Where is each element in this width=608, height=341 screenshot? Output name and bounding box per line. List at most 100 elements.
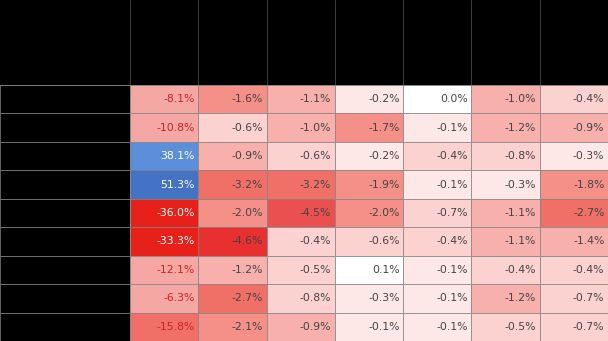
- Text: -0.1%: -0.1%: [437, 322, 468, 332]
- Bar: [471, 313, 540, 341]
- Text: 0.0%: 0.0%: [440, 94, 468, 104]
- Text: -0.6%: -0.6%: [300, 151, 331, 161]
- Text: -1.1%: -1.1%: [505, 236, 536, 247]
- Bar: [540, 85, 608, 114]
- Bar: [266, 85, 335, 114]
- Text: 51.3%: 51.3%: [161, 180, 195, 190]
- Bar: [540, 142, 608, 170]
- Bar: [540, 170, 608, 199]
- Bar: [403, 114, 471, 142]
- Bar: [0, 85, 130, 114]
- Bar: [335, 199, 403, 227]
- Bar: [540, 199, 608, 227]
- Text: -0.5%: -0.5%: [505, 322, 536, 332]
- Bar: [198, 284, 266, 313]
- Text: -1.0%: -1.0%: [300, 123, 331, 133]
- Bar: [266, 284, 335, 313]
- Text: -0.1%: -0.1%: [368, 322, 399, 332]
- Text: -1.1%: -1.1%: [505, 208, 536, 218]
- Bar: [130, 256, 198, 284]
- Text: -0.1%: -0.1%: [437, 293, 468, 303]
- Text: -0.9%: -0.9%: [232, 151, 263, 161]
- Bar: [540, 114, 608, 142]
- Text: -1.2%: -1.2%: [505, 123, 536, 133]
- Bar: [335, 114, 403, 142]
- Bar: [471, 199, 540, 227]
- Bar: [0, 170, 130, 199]
- Bar: [266, 142, 335, 170]
- Bar: [0, 114, 130, 142]
- Text: -0.3%: -0.3%: [505, 180, 536, 190]
- Text: 0.1%: 0.1%: [372, 265, 399, 275]
- Bar: [130, 227, 198, 256]
- Text: -36.0%: -36.0%: [156, 208, 195, 218]
- Bar: [0, 284, 130, 313]
- Text: -1.4%: -1.4%: [573, 236, 604, 247]
- Bar: [471, 85, 540, 114]
- Bar: [403, 170, 471, 199]
- Bar: [0, 199, 130, 227]
- Text: -0.4%: -0.4%: [573, 94, 604, 104]
- Text: -2.7%: -2.7%: [573, 208, 604, 218]
- Bar: [130, 114, 198, 142]
- Bar: [540, 227, 608, 256]
- Bar: [130, 313, 198, 341]
- Bar: [266, 227, 335, 256]
- Bar: [198, 227, 266, 256]
- Text: -10.8%: -10.8%: [156, 123, 195, 133]
- Bar: [335, 170, 403, 199]
- Bar: [198, 170, 266, 199]
- Bar: [130, 199, 198, 227]
- Text: -1.6%: -1.6%: [232, 94, 263, 104]
- Bar: [0, 142, 130, 170]
- Text: -0.6%: -0.6%: [232, 123, 263, 133]
- Bar: [335, 227, 403, 256]
- Text: -0.5%: -0.5%: [300, 265, 331, 275]
- Bar: [403, 284, 471, 313]
- Text: -0.6%: -0.6%: [368, 236, 399, 247]
- Text: -2.0%: -2.0%: [232, 208, 263, 218]
- Bar: [198, 313, 266, 341]
- Text: -1.9%: -1.9%: [368, 180, 399, 190]
- Bar: [0, 313, 130, 341]
- Bar: [266, 199, 335, 227]
- Text: -2.0%: -2.0%: [368, 208, 399, 218]
- Bar: [471, 227, 540, 256]
- Text: -0.4%: -0.4%: [437, 151, 468, 161]
- Bar: [403, 313, 471, 341]
- Text: -0.2%: -0.2%: [368, 94, 399, 104]
- Text: -2.7%: -2.7%: [232, 293, 263, 303]
- Bar: [403, 256, 471, 284]
- Text: -8.1%: -8.1%: [164, 94, 195, 104]
- Text: -1.1%: -1.1%: [300, 94, 331, 104]
- Text: -0.4%: -0.4%: [505, 265, 536, 275]
- Bar: [335, 85, 403, 114]
- Text: -4.6%: -4.6%: [232, 236, 263, 247]
- Bar: [335, 313, 403, 341]
- Text: -1.0%: -1.0%: [505, 94, 536, 104]
- Text: -0.1%: -0.1%: [437, 123, 468, 133]
- Text: -1.2%: -1.2%: [505, 293, 536, 303]
- Text: -1.7%: -1.7%: [368, 123, 399, 133]
- Text: -0.7%: -0.7%: [573, 322, 604, 332]
- Text: -0.4%: -0.4%: [573, 265, 604, 275]
- Bar: [403, 85, 471, 114]
- Text: -0.7%: -0.7%: [437, 208, 468, 218]
- Text: -0.4%: -0.4%: [437, 236, 468, 247]
- Bar: [266, 256, 335, 284]
- Text: -12.1%: -12.1%: [156, 265, 195, 275]
- Bar: [471, 284, 540, 313]
- Text: -3.2%: -3.2%: [300, 180, 331, 190]
- Text: -0.1%: -0.1%: [437, 180, 468, 190]
- Text: -0.9%: -0.9%: [573, 123, 604, 133]
- Bar: [0, 227, 130, 256]
- Bar: [471, 170, 540, 199]
- Text: -0.9%: -0.9%: [300, 322, 331, 332]
- Text: -15.8%: -15.8%: [156, 322, 195, 332]
- Bar: [130, 142, 198, 170]
- Bar: [471, 114, 540, 142]
- Bar: [198, 85, 266, 114]
- Bar: [471, 256, 540, 284]
- Text: -0.7%: -0.7%: [573, 293, 604, 303]
- Text: -1.2%: -1.2%: [232, 265, 263, 275]
